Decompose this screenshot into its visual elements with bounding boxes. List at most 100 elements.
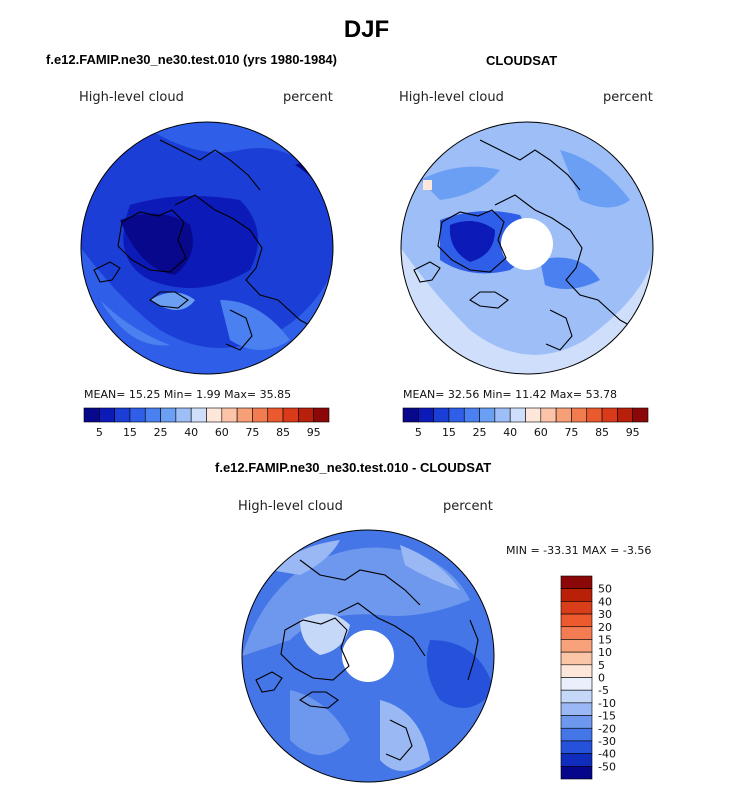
model-colorbar-tick-label: 40 [184,426,198,439]
diff-colorbar-swatch [560,601,593,615]
model-colorbar-tick-label: 85 [276,426,290,439]
model-colorbar-swatch [282,407,299,423]
diff-colorbar-swatch [560,715,593,729]
obs-colorbar-swatch [617,407,633,423]
diff-coastlines [255,559,479,761]
diff-colorbar-swatch [560,727,593,742]
model-colorbar-tick-label: 60 [215,426,229,439]
diff-colorbar-tick-label: -50 [598,760,616,773]
obs-colorbar: 5 15 25 40 60 75 85 95 [402,407,649,439]
obs-colorbar-swatch [448,407,465,423]
diff-colorbar-tick-label: 50 [598,583,612,596]
diff-colorbar-swatch [560,677,593,691]
model-polar-map [80,121,334,375]
model-colorbar-tick-label: 75 [245,426,259,439]
diff-colorbar-tick-label: -20 [598,722,616,735]
diff-colorbar-tick-label: -10 [598,697,616,710]
model-panel-title: f.e12.FAMIP.ne30_ne30.test.010 (yrs 1980… [46,52,337,67]
diff-colorbar-tick-label: 5 [598,659,605,672]
diff-colorbar-swatch [560,689,593,704]
diff-variable-label: High-level cloud [238,499,343,514]
model-colorbar-swatch [144,407,161,423]
obs-colorbar-swatch [463,407,480,423]
model-colorbar-swatch [114,407,131,423]
obs-colorbar-swatch [540,407,557,423]
obs-colorbar-swatch [433,407,450,423]
obs-colorbar-tick-label: 25 [473,426,487,439]
model-colorbar: 5 15 25 40 60 75 85 95 [83,407,330,439]
obs-colorbar-tick-label: 40 [503,426,517,439]
model-colorbar-swatch [267,407,284,423]
model-colorbar-swatch [129,407,146,423]
model-colorbar-swatch [83,407,100,423]
diff-colorbar-tick-label: 15 [598,633,612,646]
obs-colorbar-swatch [402,407,419,423]
diff-colorbar-swatch [560,626,593,640]
model-colorbar-swatch [221,407,238,423]
model-variable-label: High-level cloud [79,90,184,105]
diff-colorbar-tick-label: -30 [598,735,616,748]
obs-colorbar-swatch [418,407,434,423]
model-colorbar-swatch [175,407,192,423]
diff-colorbar-swatch [560,753,593,767]
diff-colorbar-swatch [560,575,593,589]
obs-colorbar-tick-label: 5 [415,426,422,439]
diff-colorbar-tick-label: 20 [598,621,612,634]
model-colorbar-tick-label: 95 [307,426,321,439]
model-colorbar-tick-label: 15 [123,426,137,439]
diff-colorbar-swatch [560,664,593,678]
diff-colorbar-tick-label: 0 [598,672,605,685]
obs-colorbar-swatch [571,407,588,423]
diff-colorbar-swatch [560,639,593,653]
model-colorbar-swatch [206,407,223,423]
obs-variable-label: High-level cloud [399,90,504,105]
diff-colorbar-swatch [560,588,593,602]
diff-colorbar-tick-label: 10 [598,646,612,659]
obs-colorbar-tick-label: 85 [595,426,609,439]
model-colorbar-tick-label: 5 [96,426,103,439]
model-colorbar-tick-label: 25 [154,426,168,439]
obs-colorbar-tick-label: 95 [626,426,640,439]
obs-stats: MEAN= 32.56 Min= 11.42 Max= 53.78 [403,388,618,401]
model-colorbar-swatch [160,407,177,423]
model-colorbar-swatch [236,407,253,423]
obs-colorbar-swatch [479,407,496,423]
obs-colorbar-swatch [494,407,511,423]
obs-panel-title: CLOUDSAT [486,53,558,68]
diff-minmax: MIN = -33.31 MAX = -3.56 [506,544,652,557]
diff-units-label: percent [443,499,493,514]
obs-colorbar-tick-label: 75 [564,426,578,439]
obs-colorbar-swatch [601,407,618,423]
obs-colorbar-swatch [586,407,603,423]
obs-colorbar-tick-label: 15 [442,426,456,439]
obs-coastlines [413,139,639,351]
model-colorbar-swatch [99,407,115,423]
model-coastlines [93,139,319,351]
diff-colorbar-swatch [560,766,593,780]
diff-colorbar-swatch [560,702,593,716]
season-title: DJF [343,16,390,43]
diff-colorbar-tick-label: 40 [598,595,612,608]
model-colorbar-swatch [313,407,330,423]
diff-colorbar-tick-label: -5 [598,684,609,697]
model-colorbar-swatch [298,407,314,423]
diff-colorbar-swatch [560,651,593,666]
diff-colorbar-tick-label: -40 [598,748,616,761]
obs-colorbar-swatch [525,407,542,423]
diff-polar-map [241,529,495,783]
model-units-label: percent [283,90,333,105]
obs-colorbar-swatch [632,407,649,423]
obs-colorbar-swatch [509,407,526,423]
model-stats: MEAN= 15.25 Min= 1.99 Max= 35.85 [84,388,292,401]
diff-panel-title: f.e12.FAMIP.ne30_ne30.test.010 - CLOUDSA… [215,460,492,475]
obs-polar-map [400,121,654,375]
obs-units-label: percent [603,90,653,105]
model-colorbar-swatch [190,407,207,423]
obs-colorbar-tick-label: 60 [534,426,548,439]
model-colorbar-swatch [252,407,269,423]
diff-colorbar-swatch [560,613,593,628]
diff-colorbar-swatch [560,740,593,754]
obs-colorbar-swatch [555,407,572,423]
